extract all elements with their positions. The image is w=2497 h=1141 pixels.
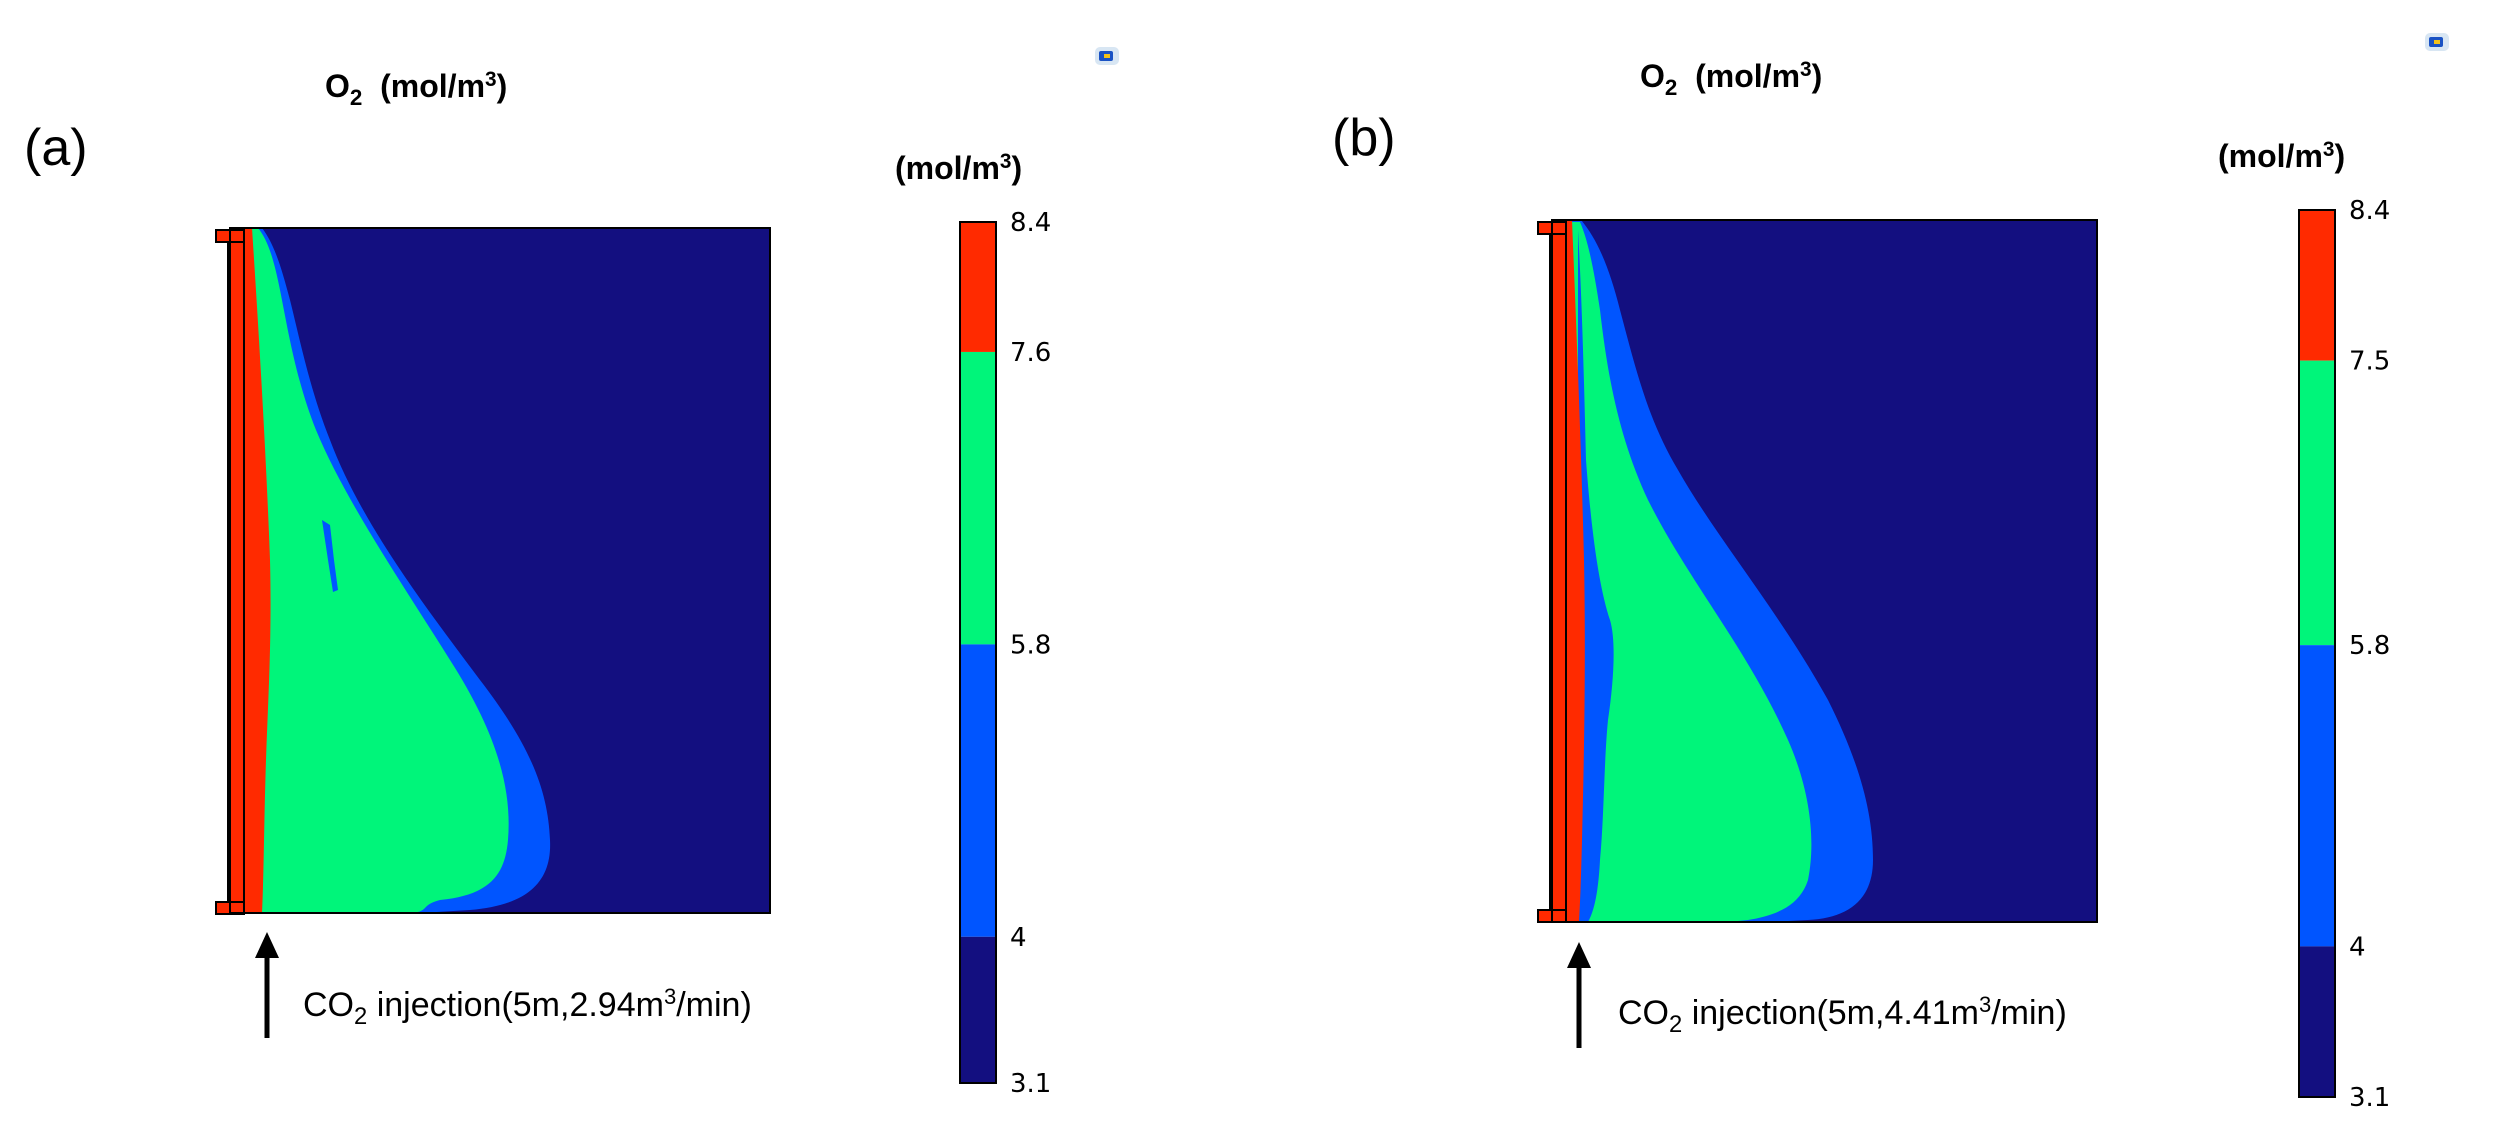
plot-title: O2 (mol/m3)	[325, 67, 508, 110]
colorbar-tick-label: 3.1	[2349, 1083, 2390, 1113]
colorbar-tick-label: 8.4	[1010, 208, 1051, 238]
colorbar-tick-label: 7.5	[2349, 347, 2390, 377]
injection-annotation: CO2 injection(5m,2.94m3/min)	[303, 983, 752, 1031]
comsol-logo-icon	[1095, 47, 1119, 65]
colorbar-band	[960, 936, 996, 1083]
panel-label: (b)	[1332, 109, 1396, 167]
colorbar-unit-label: (mol/m3)	[895, 149, 1023, 186]
colorbar-frame	[2298, 209, 2336, 1098]
colorbar: 8.4 7.5 5.8 4 3.1	[2298, 196, 2390, 1113]
colorbar-band	[960, 222, 996, 352]
colorbar-band	[2299, 946, 2335, 1097]
contour-wedge-blue	[1578, 230, 1614, 922]
colorbar-frame	[959, 221, 997, 1084]
injection-arrow-head	[255, 932, 279, 958]
panel-b: O2 (mol/m3) (b) (mol/m3) 8.4 7.5 5.8 4 3.1 C…	[1248, 0, 2497, 1141]
panel-label: (a)	[24, 119, 88, 177]
colorbar-band	[2299, 360, 2335, 646]
colorbar: 8.4 7.6 5.8 4 3.1	[959, 208, 1051, 1099]
injection-arrow-head	[1567, 942, 1591, 968]
colorbar-tick-label: 4	[1010, 923, 1027, 953]
colorbar-tick-label: 5.8	[1010, 630, 1051, 660]
domain-frame	[229, 227, 771, 914]
colorbar-band	[2299, 210, 2335, 361]
contour-band-red	[245, 228, 271, 913]
plot-title: O2 (mol/m3)	[1640, 57, 1823, 100]
domain-frame	[1551, 219, 2098, 923]
contour-band-green	[1570, 222, 1812, 922]
plot-area: 8.4 7.6 5.8 4 3.1	[215, 208, 1051, 1099]
comsol-logo-icon	[2425, 33, 2449, 51]
contour-band-red	[1566, 220, 1585, 922]
colorbar-band	[2299, 645, 2335, 947]
colorbar-band	[960, 644, 996, 937]
colorbar-tick-label: 5.8	[2349, 631, 2390, 661]
colorbar-tick-label: 4	[2349, 932, 2366, 962]
colorbar-tick-label: 7.6	[1010, 338, 1051, 368]
plot-area: 8.4 7.5 5.8 4 3.1	[1537, 196, 2390, 1113]
contour-streak	[322, 520, 338, 592]
colorbar-unit-label: (mol/m3)	[2218, 137, 2346, 174]
injection-annotation: CO2 injection(5m,4.41m3/min)	[1618, 991, 2067, 1039]
colorbar-tick-label: 3.1	[1010, 1069, 1051, 1099]
colorbar-band	[960, 351, 996, 645]
panel-a: O2 (mol/m3) (a) (mol/m3) 8.4 7.6 5.8 4 3.1 C…	[0, 0, 1248, 1141]
colorbar-tick-label: 8.4	[2349, 196, 2390, 226]
contour-band-green	[250, 228, 509, 913]
